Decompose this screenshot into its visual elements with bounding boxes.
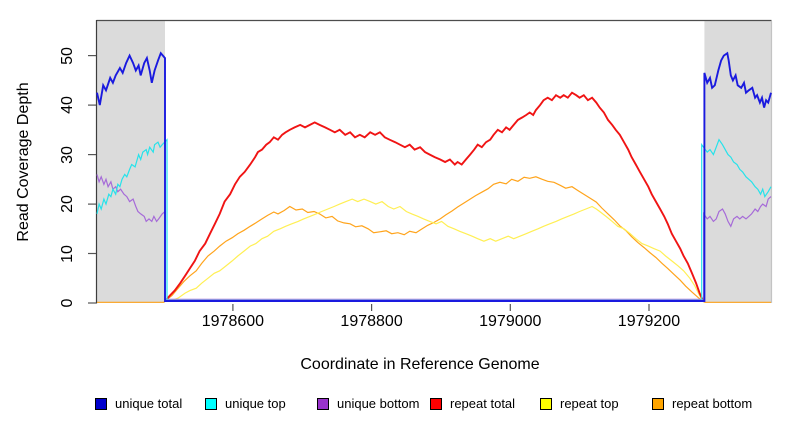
x-tick-label: 1978800 — [340, 313, 403, 330]
series-line-repeat-total — [164, 91, 704, 302]
repeat-bottom-swatch-icon — [652, 397, 664, 410]
legend-label: unique bottom — [337, 396, 420, 411]
legend-item-unique-total: unique total — [95, 396, 182, 411]
x-tick-label: 1979000 — [479, 313, 542, 330]
series-line-unique-bottom — [96, 174, 772, 300]
shaded-region-right — [704, 21, 771, 303]
y-tick-label: 0 — [59, 298, 76, 308]
unique-total-swatch-icon — [95, 397, 107, 410]
y-tick-label: 50 — [59, 46, 76, 65]
legend-item-unique-bottom: unique bottom — [317, 396, 419, 411]
unique-bottom-swatch-icon — [317, 397, 329, 410]
series-line-repeat-bottom — [97, 176, 771, 303]
x-axis-title: Coordinate in Reference Genome — [300, 356, 540, 373]
legend-item-repeat-bottom: repeat bottom — [652, 396, 752, 411]
y-tick-label: 10 — [59, 244, 76, 263]
series-line-unique-total — [96, 51, 772, 302]
y-tick-label: 20 — [59, 195, 76, 213]
series-line-repeat-top — [165, 198, 704, 303]
legend-label: repeat bottom — [672, 396, 753, 411]
repeat-total-swatch-icon — [430, 397, 442, 410]
y-axis-title: Read Coverage Depth — [15, 82, 32, 242]
x-tick-label: 1978600 — [201, 313, 265, 330]
y-tick-label: 40 — [59, 96, 76, 114]
x-tick-label: 1979200 — [617, 313, 681, 330]
legend-label: unique total — [115, 396, 183, 411]
series-line-unique-top — [96, 138, 772, 301]
shaded-region-left — [97, 21, 165, 303]
legend-label: repeat total — [450, 396, 516, 411]
legend-label: repeat top — [560, 396, 619, 411]
y-tick-label: 30 — [59, 145, 76, 164]
legend-item-unique-top: unique top — [205, 396, 286, 411]
repeat-top-swatch-icon — [540, 397, 552, 410]
legend-item-repeat-top: repeat top — [540, 396, 619, 411]
legend-label: unique top — [225, 396, 286, 411]
legend-item-repeat-total: repeat total — [430, 396, 515, 411]
unique-top-swatch-icon — [205, 397, 217, 410]
